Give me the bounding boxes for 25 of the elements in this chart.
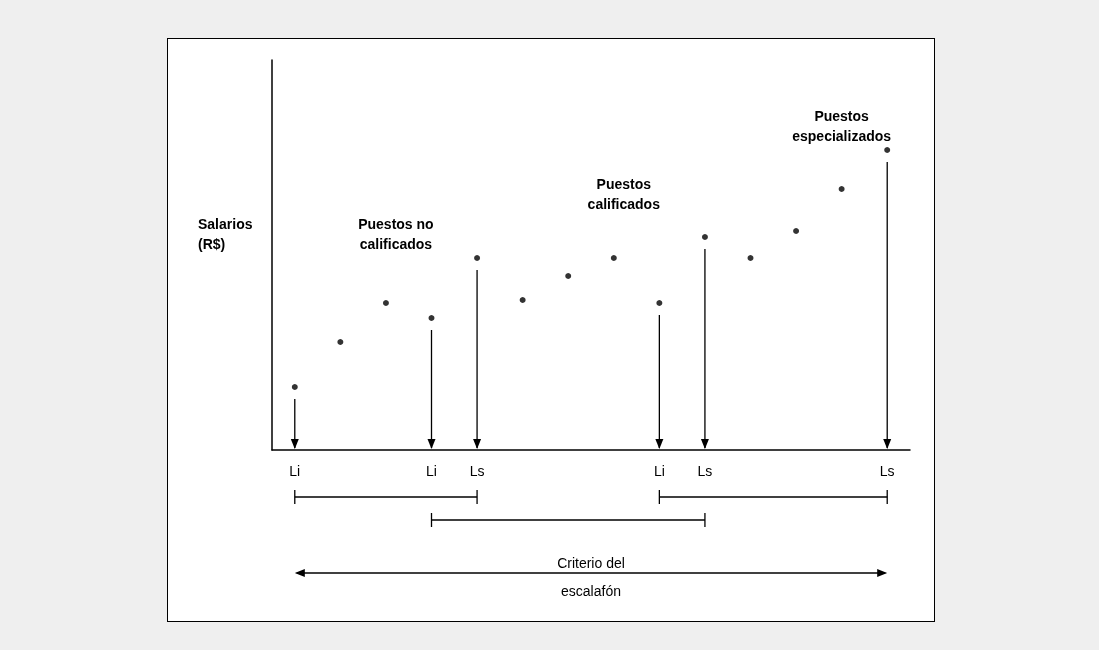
- point: [884, 147, 891, 153]
- point: [747, 255, 754, 261]
- point: [428, 315, 435, 321]
- point: [337, 339, 344, 345]
- point: [382, 300, 389, 306]
- point: [701, 234, 708, 240]
- text: Puestos especializados: [792, 107, 892, 146]
- x-tick-label: Li: [653, 463, 665, 479]
- point: [838, 186, 845, 192]
- point: [519, 297, 526, 303]
- annotation: Puestos no calificados: [358, 215, 434, 254]
- point: [793, 228, 800, 234]
- annotation: Puestos calificados: [587, 175, 660, 214]
- x-tick-label: Li: [426, 463, 437, 479]
- point: [656, 300, 663, 306]
- x-tick-label: Ls: [697, 463, 713, 479]
- point: [565, 273, 572, 279]
- x-tick-label: Ls: [879, 463, 895, 479]
- point: [291, 384, 298, 390]
- x-tick-label: Ls: [469, 463, 485, 479]
- point: [610, 255, 617, 261]
- text: Criterio del escalafón: [557, 554, 625, 601]
- y-axis-title: Salarios (R$): [198, 215, 253, 254]
- point: [474, 255, 481, 261]
- x-tick-label: Li: [289, 463, 301, 479]
